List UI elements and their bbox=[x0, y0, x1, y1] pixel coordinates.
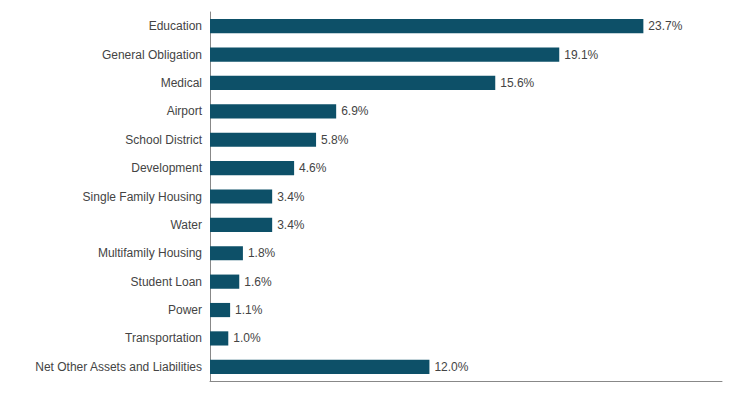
svg-text:Medical: Medical bbox=[161, 76, 202, 90]
svg-text:19.1%: 19.1% bbox=[564, 48, 598, 62]
svg-text:12.0%: 12.0% bbox=[434, 360, 468, 374]
svg-text:3.4%: 3.4% bbox=[277, 190, 305, 204]
svg-text:23.7%: 23.7% bbox=[648, 19, 682, 33]
svg-text:Development: Development bbox=[131, 161, 202, 175]
svg-text:1.0%: 1.0% bbox=[233, 331, 261, 345]
svg-text:6.9%: 6.9% bbox=[341, 104, 369, 118]
svg-text:School District: School District bbox=[125, 133, 202, 147]
svg-text:1.1%: 1.1% bbox=[235, 303, 263, 317]
svg-text:5.8%: 5.8% bbox=[321, 133, 349, 147]
svg-text:Power: Power bbox=[168, 303, 202, 317]
svg-text:3.4%: 3.4% bbox=[277, 218, 305, 232]
svg-text:General Obligation: General Obligation bbox=[102, 48, 202, 62]
svg-text:1.8%: 1.8% bbox=[248, 246, 276, 260]
svg-text:Single Family Housing: Single Family Housing bbox=[83, 190, 202, 204]
svg-text:Water: Water bbox=[170, 218, 202, 232]
svg-text:Student Loan: Student Loan bbox=[131, 275, 202, 289]
svg-text:15.6%: 15.6% bbox=[500, 76, 534, 90]
svg-text:Education: Education bbox=[149, 19, 202, 33]
svg-text:Net Other Assets and Liabiliti: Net Other Assets and Liabilities bbox=[35, 360, 202, 374]
svg-text:4.6%: 4.6% bbox=[299, 161, 327, 175]
svg-text:1.6%: 1.6% bbox=[244, 275, 272, 289]
svg-text:Airport: Airport bbox=[167, 104, 203, 118]
svg-text:Transportation: Transportation bbox=[125, 331, 202, 345]
svg-text:Multifamily Housing: Multifamily Housing bbox=[98, 246, 202, 260]
